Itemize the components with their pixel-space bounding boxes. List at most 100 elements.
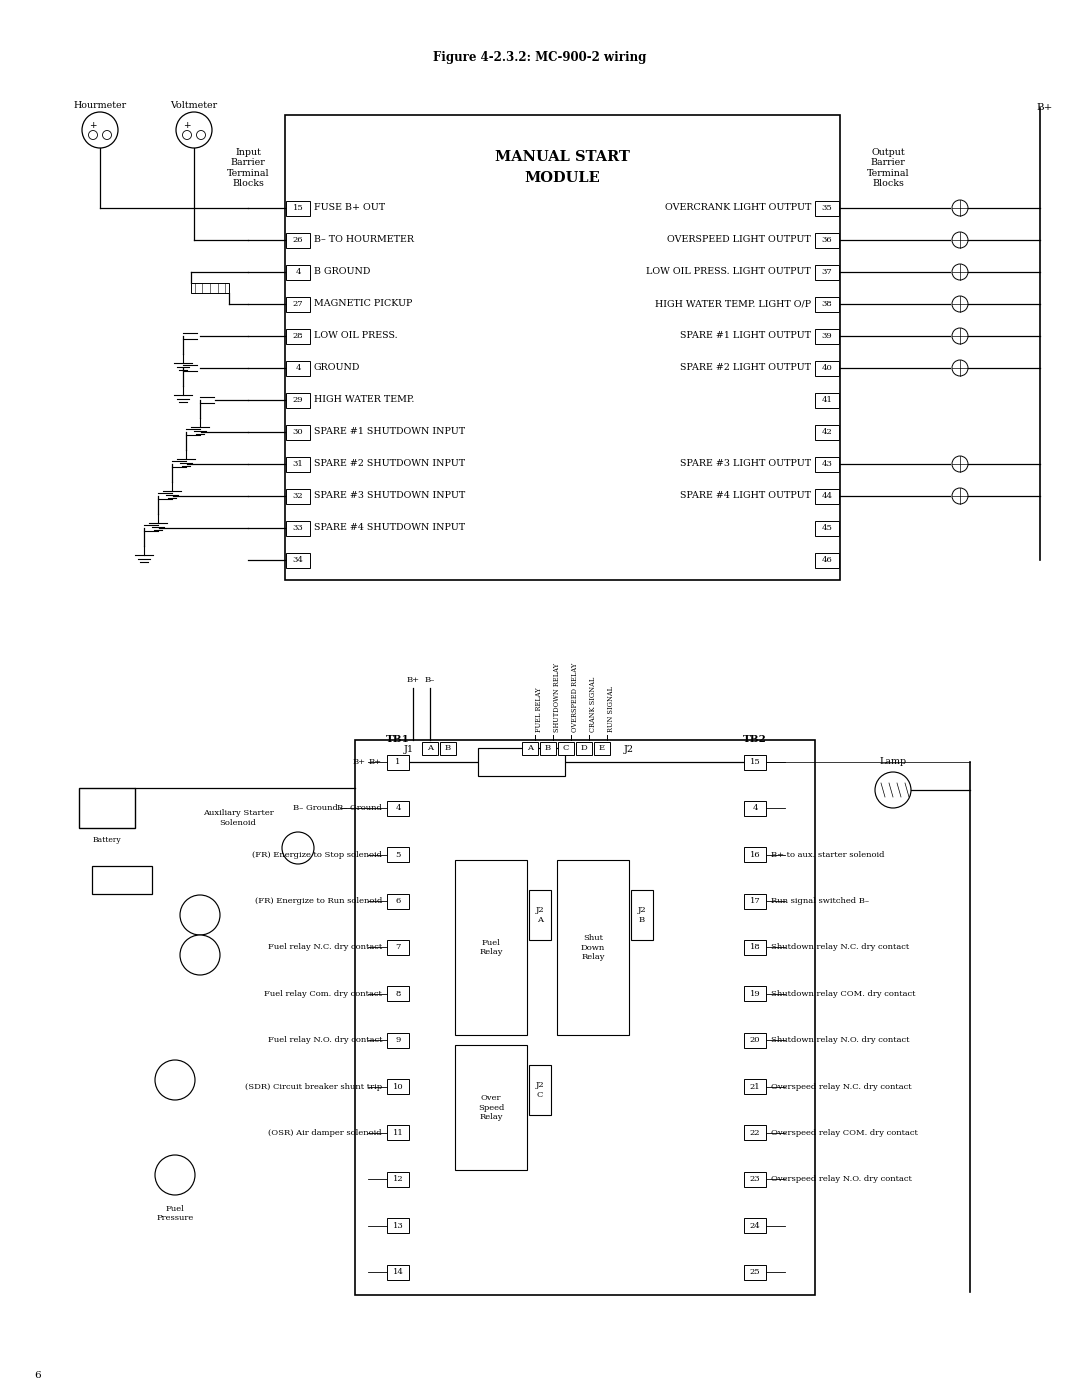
Text: Overspeed relay COM. dry contact: Overspeed relay COM. dry contact [771,1129,918,1137]
Bar [815,296,839,312]
Text: B– TO HOURMETER: B– TO HOURMETER [314,236,414,244]
Text: Lamp: Lamp [879,757,906,767]
Circle shape [156,1155,195,1194]
Circle shape [103,130,111,140]
Text: –: – [106,127,110,137]
Bar [387,1218,409,1234]
Bar [744,800,766,816]
Bar [286,360,310,376]
Text: 41: 41 [822,395,833,404]
Text: Fuel relay N.O. dry contact: Fuel relay N.O. dry contact [268,1037,382,1044]
Text: B: B [445,745,451,752]
Text: B– Ground: B– Ground [293,805,338,813]
Text: 39: 39 [822,332,833,339]
Text: Shutdown relay COM. dry contact: Shutdown relay COM. dry contact [771,990,916,997]
Text: Figure 4-2.3.2: MC-900-2 wiring: Figure 4-2.3.2: MC-900-2 wiring [433,50,647,63]
Bar [744,894,766,908]
Bar [815,521,839,535]
Circle shape [82,112,118,148]
Text: 38: 38 [822,300,833,307]
Text: J2
B: J2 B [637,907,646,923]
Bar [387,1126,409,1140]
Circle shape [951,296,968,312]
Bar [478,747,565,775]
Circle shape [197,130,205,140]
Text: Output
Barrier
Terminal
Blocks: Output Barrier Terminal Blocks [866,148,909,189]
Text: (OSR) Air damper solenoid: (OSR) Air damper solenoid [268,1129,382,1137]
Circle shape [180,895,220,935]
Text: Overspeed relay N.O. dry contact: Overspeed relay N.O. dry contact [771,1175,912,1183]
Bar [455,861,527,1035]
Text: 9: 9 [395,1037,401,1044]
Bar [387,754,409,770]
Text: 18: 18 [750,943,760,951]
Text: HIGH WATER TEMP. LIGHT O/P: HIGH WATER TEMP. LIGHT O/P [654,299,811,309]
Text: A: A [527,745,534,752]
Text: 17: 17 [750,897,760,905]
Text: GROUND: GROUND [314,363,361,373]
Text: SPARE #2 SHUTDOWN INPUT: SPARE #2 SHUTDOWN INPUT [314,460,465,468]
Bar [286,521,310,535]
Bar [576,742,592,754]
Text: 4: 4 [295,268,300,277]
Text: 31: 31 [293,460,303,468]
Bar [286,457,310,472]
Text: 45: 45 [822,524,833,532]
Text: OVERSPEED RELAY: OVERSPEED RELAY [571,662,579,732]
Text: 32: 32 [293,492,303,500]
Circle shape [951,232,968,249]
Bar [744,1172,766,1187]
Bar [744,986,766,1002]
Text: SHUTDOWN RELAY: SHUTDOWN RELAY [553,664,561,732]
Bar [815,457,839,472]
Text: 6: 6 [395,897,401,905]
Bar [285,115,840,580]
Text: SPARE #3 LIGHT OUTPUT: SPARE #3 LIGHT OUTPUT [680,460,811,468]
Text: 8: 8 [395,990,401,997]
Circle shape [951,328,968,344]
Bar [286,393,310,408]
Text: Input
Barrier
Terminal
Blocks: Input Barrier Terminal Blocks [227,148,269,189]
Bar [92,866,152,894]
Text: B– Ground: B– Ground [337,805,382,813]
Text: B+: B+ [406,676,419,685]
Text: FUSE B+ OUT: FUSE B+ OUT [314,204,386,212]
Bar [387,800,409,816]
Circle shape [89,130,97,140]
Text: E: E [599,745,605,752]
Text: MANUAL START: MANUAL START [495,149,630,163]
Text: 3A Fuse: 3A Fuse [504,759,539,766]
Text: 26: 26 [293,236,303,244]
Bar [387,847,409,862]
Bar [286,552,310,567]
Text: Fuel relay N.C. dry contact: Fuel relay N.C. dry contact [268,943,382,951]
Bar [744,1032,766,1048]
Bar [387,986,409,1002]
Text: 15: 15 [750,759,760,766]
Text: TB1: TB1 [386,735,410,745]
Text: B+: B+ [369,759,382,766]
Text: 10: 10 [393,1083,403,1091]
Bar [355,740,815,1295]
Bar [286,264,310,279]
Text: Battery: Battery [93,835,121,844]
Text: 24: 24 [750,1221,760,1229]
Text: 37: 37 [822,268,833,277]
Bar [422,742,438,754]
Bar [387,894,409,908]
Text: OVERCRANK LIGHT OUTPUT: OVERCRANK LIGHT OUTPUT [664,204,811,212]
Text: Fuel
Relay: Fuel Relay [480,939,503,956]
Text: 25: 25 [750,1268,760,1275]
Text: 42: 42 [822,427,833,436]
Text: Shutdown relay N.C. dry contact: Shutdown relay N.C. dry contact [771,943,909,951]
Bar [191,284,229,293]
Circle shape [282,833,314,863]
Text: (FR) Energize to Stop solenoid: (FR) Energize to Stop solenoid [252,851,382,859]
Bar [387,940,409,956]
Bar [387,1032,409,1048]
Text: LOW OIL PRESS. LIGHT OUTPUT: LOW OIL PRESS. LIGHT OUTPUT [646,267,811,277]
Circle shape [156,1060,195,1099]
Text: J1: J1 [404,746,414,754]
Text: +: + [111,798,122,810]
Bar [387,1172,409,1187]
